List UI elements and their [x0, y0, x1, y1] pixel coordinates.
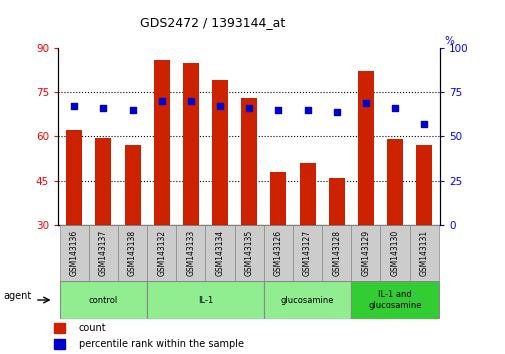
Text: GSM143133: GSM143133 [186, 230, 195, 276]
Bar [124, 145, 140, 225]
Text: agent: agent [3, 291, 31, 301]
Point [128, 107, 136, 113]
Bar [147, 281, 263, 319]
Bar [350, 281, 438, 319]
Point [99, 105, 107, 111]
Bar [241, 98, 257, 225]
Bar [380, 225, 409, 281]
Text: %: % [443, 36, 453, 46]
Point [303, 107, 311, 113]
Bar [212, 80, 228, 225]
Bar [60, 281, 147, 319]
Text: GSM143132: GSM143132 [157, 230, 166, 276]
Point [70, 103, 78, 109]
Text: GSM143130: GSM143130 [390, 230, 399, 276]
Point [186, 98, 194, 104]
Point [332, 109, 340, 114]
Text: GSM143128: GSM143128 [332, 230, 340, 276]
Point [274, 107, 282, 113]
Text: GSM143136: GSM143136 [70, 230, 79, 276]
Bar [205, 225, 234, 281]
Bar [292, 225, 322, 281]
Point [361, 100, 369, 105]
Bar [118, 225, 147, 281]
Text: GDS2472 / 1393144_at: GDS2472 / 1393144_at [139, 16, 285, 29]
Text: glucosamine: glucosamine [280, 296, 334, 304]
Bar [95, 138, 111, 225]
Bar [263, 281, 350, 319]
Point [216, 103, 224, 109]
Bar [386, 139, 402, 225]
Bar [154, 59, 169, 225]
Point [158, 98, 166, 104]
Point [419, 121, 427, 127]
Bar [234, 225, 263, 281]
Bar [409, 225, 438, 281]
Bar [322, 225, 350, 281]
Bar [299, 163, 315, 225]
Bar [147, 225, 176, 281]
Bar [263, 225, 292, 281]
Text: percentile rank within the sample: percentile rank within the sample [79, 339, 243, 349]
Text: GSM143137: GSM143137 [98, 230, 108, 276]
Text: IL-1: IL-1 [197, 296, 213, 304]
Text: count: count [79, 323, 107, 333]
Bar [66, 130, 82, 225]
Bar [415, 145, 431, 225]
Bar [357, 72, 373, 225]
Text: GSM143127: GSM143127 [302, 230, 312, 276]
Text: GSM143135: GSM143135 [244, 230, 253, 276]
Bar [270, 172, 286, 225]
Text: IL-1 and
glucosamine: IL-1 and glucosamine [368, 290, 421, 310]
Bar [55, 323, 65, 333]
Text: control: control [88, 296, 118, 304]
Bar [60, 225, 89, 281]
Bar [182, 63, 198, 225]
Bar [350, 225, 380, 281]
Text: GSM143126: GSM143126 [273, 230, 282, 276]
Text: GSM143129: GSM143129 [361, 230, 370, 276]
Bar [55, 339, 65, 349]
Text: GSM143131: GSM143131 [419, 230, 428, 276]
Text: GSM143134: GSM143134 [215, 230, 224, 276]
Bar [328, 178, 344, 225]
Point [390, 105, 398, 111]
Text: GSM143138: GSM143138 [128, 230, 137, 276]
Point [245, 105, 253, 111]
Bar [176, 225, 205, 281]
Bar [89, 225, 118, 281]
